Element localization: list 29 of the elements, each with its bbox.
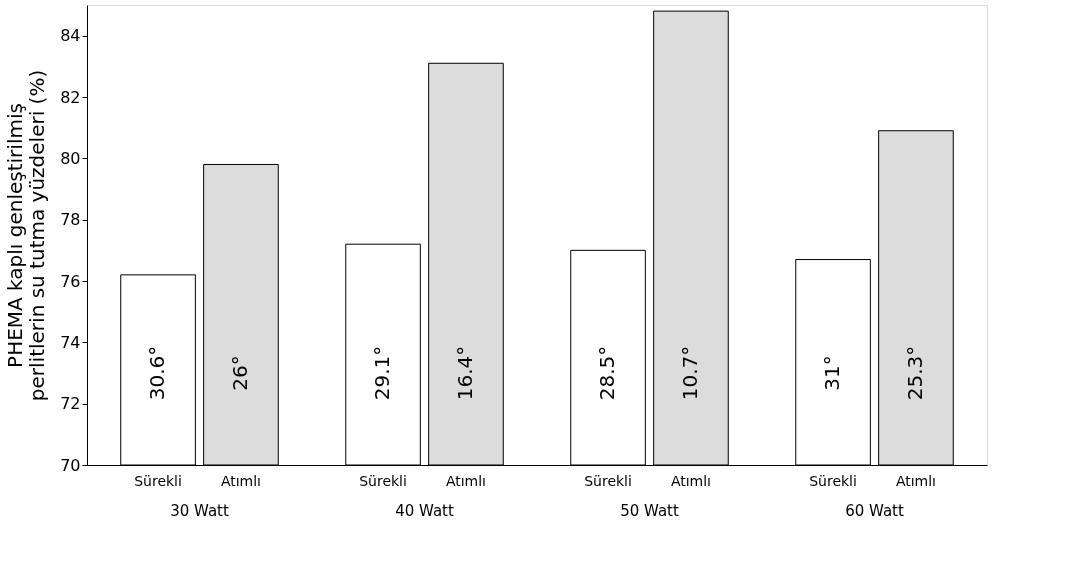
text: Atımlı [670, 473, 712, 489]
annotation: 31° [820, 355, 845, 391]
annotation: 29.1° [370, 345, 395, 401]
annotation: 10.7° [677, 345, 702, 401]
x-tick-label: 60 Watt [845, 501, 904, 520]
x-tick-label: 30 Watt [170, 501, 229, 520]
text: Sürekli [809, 473, 857, 489]
y-tick-label: 82 [60, 87, 81, 107]
y-tick-label: 72 [60, 394, 81, 414]
annotation: 25.3° [902, 345, 927, 401]
x-tick-label: 40 Watt [395, 501, 454, 520]
annotation: 28.5° [595, 345, 620, 401]
x-tick-label: 50 Watt [620, 501, 679, 520]
series-label: Sürekli [134, 473, 182, 489]
text: Atımlı [445, 473, 487, 489]
y-tick-label: 78 [60, 210, 81, 230]
annotation: 16.4° [452, 345, 477, 401]
y-tick-label: 80 [60, 148, 81, 168]
y-tick-label: 84 [60, 26, 81, 46]
text: Sürekli [584, 473, 632, 489]
y-tick-label: 70 [60, 455, 81, 475]
y-axis-title: PHEMA kaplı genleştirilmiş perlitlerin su tutma yüzdeleri (%) [3, 69, 50, 402]
y-tick-label: 76 [60, 271, 81, 291]
text: Atımlı [895, 473, 937, 489]
y-tick-label: 74 [60, 332, 81, 352]
text: Sürekli [359, 473, 407, 489]
series-label: Atımlı [220, 473, 262, 489]
annotation: 30.6° [145, 345, 170, 401]
annotation: 26° [227, 355, 252, 391]
